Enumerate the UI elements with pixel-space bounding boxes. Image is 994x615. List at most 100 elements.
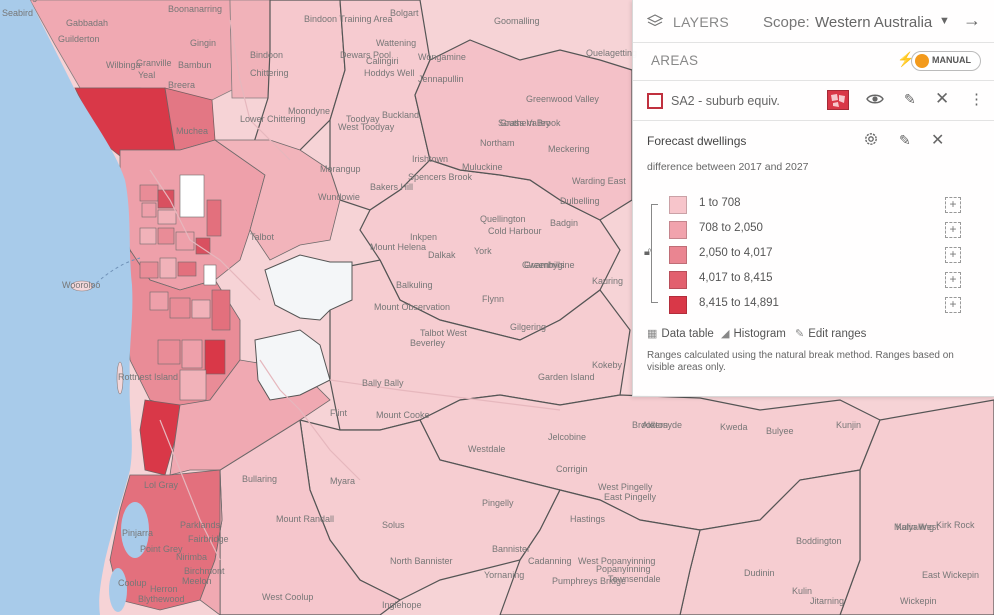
suburb-cell[interactable]: [179, 174, 205, 218]
suburb-cell[interactable]: [139, 227, 157, 245]
place-label: Aldersyde: [642, 420, 682, 430]
legend-subtitle: difference between 2017 and 2027: [647, 161, 809, 173]
suburb-cell[interactable]: [195, 237, 211, 255]
panel-header: LAYERS Scope: Western Australia ▼ →: [633, 0, 994, 43]
place-label: Granville: [136, 58, 172, 68]
gear-icon[interactable]: [863, 131, 879, 152]
suburb-cell[interactable]: [139, 261, 159, 279]
place-label: Bulyee: [766, 426, 794, 436]
zoom-to-range-icon[interactable]: +: [945, 222, 961, 238]
legend-close-icon[interactable]: ✕: [931, 132, 945, 149]
chevron-down-icon[interactable]: ▼: [939, 15, 950, 27]
place-label: Wongamine: [418, 52, 466, 62]
range-swatch[interactable]: [669, 246, 687, 264]
ocean: [0, 0, 133, 615]
suburb-cell[interactable]: [159, 257, 177, 279]
place-label: Wooroloo: [62, 280, 100, 290]
histogram-link[interactable]: ◢ Histogram: [721, 327, 786, 340]
suburb-cell[interactable]: [157, 227, 175, 245]
data-table-label: Data table: [661, 328, 714, 340]
place-label: Calingiri: [366, 56, 399, 66]
region-metro-east[interactable]: [213, 139, 341, 261]
place-label: Kulin: [792, 586, 812, 596]
zoom-to-range-icon[interactable]: +: [945, 197, 961, 213]
suburb-cell[interactable]: [179, 369, 207, 401]
range-swatch[interactable]: [669, 271, 687, 289]
place-label: Guilderton: [58, 34, 100, 44]
place-label: Hastings: [570, 514, 606, 524]
close-icon[interactable]: ✕: [935, 89, 950, 108]
range-label: 8,415 to 14,891: [699, 297, 779, 309]
table-icon: ▦: [647, 328, 658, 340]
more-menu-icon[interactable]: ⋮: [969, 91, 984, 108]
place-label: Wickepin: [900, 596, 937, 606]
suburb-cell[interactable]: [204, 339, 226, 375]
suburb-cell[interactable]: [181, 339, 203, 369]
suburb-cell[interactable]: [157, 189, 175, 209]
place-label: Breera: [168, 80, 195, 90]
suburb-cell[interactable]: [177, 261, 197, 277]
lock-icon[interactable]: 🔓︎: [644, 246, 652, 259]
region-waroona[interactable]: [199, 469, 223, 615]
scope-label: Scope:: [763, 14, 810, 31]
place-label: Kirk Rock: [936, 520, 975, 530]
region-east-wheatbelt[interactable]: [414, 39, 633, 221]
range-swatch[interactable]: [669, 196, 687, 214]
pencil-icon[interactable]: ✎: [904, 91, 916, 107]
region-nodata-1[interactable]: [264, 254, 353, 321]
eye-icon[interactable]: [866, 92, 884, 111]
range-swatch[interactable]: [669, 296, 687, 314]
place-label: Flynn: [482, 294, 504, 304]
suburb-cell[interactable]: [139, 184, 159, 202]
range-label: 2,050 to 4,017: [699, 247, 773, 259]
place-label: Muluckine: [462, 162, 503, 172]
place-label: Rottnest Island: [118, 372, 178, 382]
suburb-cell[interactable]: [206, 199, 222, 237]
suburb-cell[interactable]: [157, 209, 177, 225]
suburb-cell[interactable]: [169, 297, 191, 319]
place-label: Badgin: [550, 218, 578, 228]
suburb-cell[interactable]: [141, 202, 157, 218]
zoom-to-range-icon[interactable]: +: [945, 247, 961, 263]
region-nodata-2[interactable]: [254, 329, 331, 401]
place-label: Flint: [330, 408, 348, 418]
place-label: West Pingelly: [598, 482, 653, 492]
place-label: Quelagetting: [586, 48, 637, 58]
place-label: Myara: [330, 476, 355, 486]
manual-toggle[interactable]: MANUAL: [911, 51, 981, 71]
place-label: Kunjin: [836, 420, 861, 430]
place-label: Jitarning: [810, 596, 844, 606]
data-table-link[interactable]: ▦ Data table: [647, 327, 714, 340]
region-boddington[interactable]: [219, 419, 402, 615]
suburb-cell[interactable]: [149, 291, 169, 311]
place-label: Gingin: [190, 38, 216, 48]
scope-select[interactable]: Western Australia: [815, 14, 933, 31]
suburb-cell[interactable]: [211, 289, 231, 331]
suburb-cell[interactable]: [203, 264, 217, 286]
layer-checkbox[interactable]: [647, 93, 663, 109]
zoom-to-range-icon[interactable]: +: [945, 297, 961, 313]
suburb-cell[interactable]: [191, 299, 211, 319]
place-label: Mount Randall: [276, 514, 334, 524]
peel-inlet: [121, 502, 149, 558]
layers-icon[interactable]: [646, 13, 664, 34]
place-label: Mount Helena: [370, 242, 426, 252]
arrow-right-icon[interactable]: →: [963, 10, 981, 30]
range-swatch[interactable]: [669, 221, 687, 239]
layers-panel: LAYERS Scope: Western Australia ▼ → AREA…: [632, 0, 994, 397]
edit-ranges-link[interactable]: ✎ Edit ranges: [795, 327, 866, 340]
region-narrogin[interactable]: [499, 489, 701, 615]
choropleth-style-icon[interactable]: [827, 90, 849, 110]
zoom-to-range-icon[interactable]: +: [945, 272, 961, 288]
place-label: Pinjarra: [122, 528, 153, 538]
place-label: Cold Harbour: [488, 226, 542, 236]
suburb-cell[interactable]: [175, 231, 195, 251]
legend-pencil-icon[interactable]: ✎: [899, 132, 911, 148]
place-label: Warding East: [572, 176, 626, 186]
place-label: East Wickepin: [922, 570, 979, 580]
place-label: Westdale: [468, 444, 505, 454]
lightning-icon: ⚡: [897, 51, 915, 67]
suburb-cell[interactable]: [157, 339, 181, 365]
place-label: Hoddys Well: [364, 68, 414, 78]
place-label: Dewars Pool: [340, 50, 391, 60]
